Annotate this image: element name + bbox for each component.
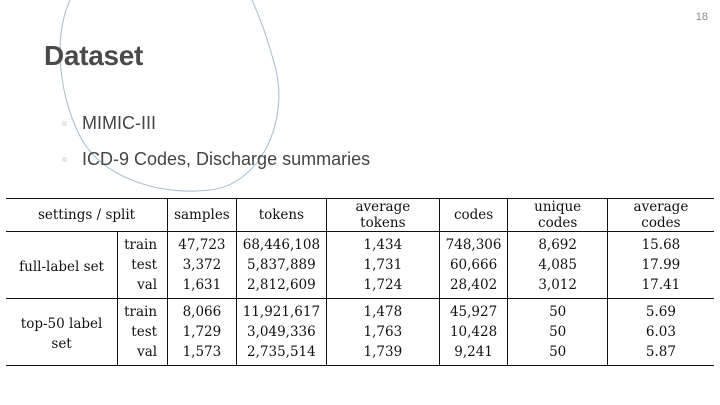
split-label: val — [117, 275, 168, 299]
header-codes: codes — [438, 198, 508, 232]
cell-tokens: 11,921,617 — [235, 298, 327, 322]
table-row: full-label set train 47,723 68,446,108 1… — [6, 231, 714, 275]
header-average-tokens: average tokens — [326, 198, 440, 232]
cell-tokens: 5,837,889 — [235, 255, 327, 275]
cell-samples: 8,066 — [167, 298, 237, 322]
cell-average-tokens: 1,731 — [326, 255, 440, 275]
bullet-text: MIMIC-III — [82, 113, 156, 133]
cell-average-tokens: 1,739 — [326, 342, 440, 366]
cell-average-codes: 6.03 — [606, 322, 714, 342]
cell-average-codes: 17.41 — [606, 275, 714, 299]
header-average-codes: average codes — [606, 198, 714, 232]
cell-codes: 28,402 — [438, 275, 508, 299]
cell-unique-codes: 8,692 — [507, 231, 608, 255]
cell-average-tokens: 1,478 — [326, 298, 440, 322]
split-label: test — [117, 322, 168, 342]
cell-average-codes: 17.99 — [606, 255, 714, 275]
split-label: val — [117, 342, 168, 366]
table-row: val 1,631 2,812,609 1,724 28,402 3,012 1… — [6, 275, 714, 299]
cell-codes: 748,306 — [438, 231, 508, 255]
cell-samples: 1,573 — [167, 342, 237, 366]
split-label: train — [117, 298, 168, 322]
cell-codes: 45,927 — [438, 298, 508, 322]
cell-codes: 60,666 — [438, 255, 508, 275]
header-unique-codes: unique codes — [507, 198, 608, 232]
cell-tokens: 2,735,514 — [235, 342, 327, 366]
table-row: top-50 label set train 8,066 11,921,617 … — [6, 298, 714, 352]
cell-average-codes: 5.87 — [606, 342, 714, 366]
cell-codes: 9,241 — [438, 342, 508, 366]
split-label: train — [117, 231, 168, 255]
dataset-statistics-table: settings / split samples tokens average … — [6, 198, 714, 366]
cell-average-codes: 5.69 — [606, 298, 714, 322]
bullet-item: MIMIC-III — [62, 109, 370, 145]
cell-samples: 47,723 — [167, 231, 237, 255]
header-samples: samples — [167, 198, 237, 232]
header-settings-split: settings / split — [37, 207, 136, 223]
page-number: 18 — [695, 11, 708, 23]
bullet-icon — [62, 121, 67, 126]
cell-unique-codes: 50 — [507, 298, 608, 322]
cell-samples: 3,372 — [167, 255, 237, 275]
cell-tokens: 3,049,336 — [235, 322, 327, 342]
split-label: test — [117, 255, 168, 275]
cell-average-codes: 15.68 — [606, 231, 714, 255]
cell-average-tokens: 1,763 — [326, 322, 440, 342]
cell-average-tokens: 1,724 — [326, 275, 440, 299]
bullet-text: ICD-9 Codes, Discharge summaries — [82, 149, 371, 169]
cell-codes: 10,428 — [438, 322, 508, 342]
cell-samples: 1,729 — [167, 322, 237, 342]
cell-samples: 1,631 — [167, 275, 237, 299]
setting-label: full-label set — [19, 258, 104, 275]
cell-average-tokens: 1,434 — [326, 231, 440, 255]
cell-unique-codes: 3,012 — [507, 275, 608, 299]
bullet-item: ICD-9 Codes, Discharge summaries — [62, 145, 370, 181]
bullet-list: MIMIC-III ICD-9 Codes, Discharge summari… — [62, 109, 370, 181]
cell-tokens: 2,812,609 — [235, 275, 327, 299]
setting-label: top-50 label set — [20, 315, 103, 352]
cell-unique-codes: 50 — [507, 322, 608, 342]
slide-title: Dataset — [44, 40, 144, 71]
bullet-icon — [62, 157, 67, 162]
cell-unique-codes: 50 — [507, 342, 608, 366]
table-row: test 1,729 3,049,336 1,763 10,428 50 6.0… — [6, 322, 714, 342]
header-tokens: tokens — [235, 198, 327, 232]
table-row: test 3,372 5,837,889 1,731 60,666 4,085 … — [6, 255, 714, 275]
table-header-row: settings / split samples tokens average … — [6, 198, 714, 232]
cell-tokens: 68,446,108 — [235, 231, 327, 255]
table-row: val 1,573 2,735,514 1,739 9,241 50 5.87 — [6, 342, 714, 366]
cell-unique-codes: 4,085 — [507, 255, 608, 275]
